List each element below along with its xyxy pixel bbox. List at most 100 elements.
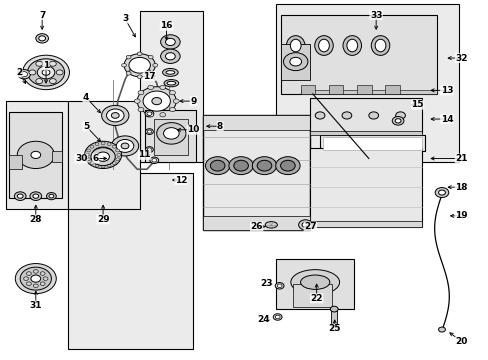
- Circle shape: [395, 112, 405, 119]
- Circle shape: [111, 136, 139, 156]
- Text: 2: 2: [16, 68, 22, 77]
- Bar: [52, 151, 61, 162]
- Text: 22: 22: [310, 294, 322, 303]
- Circle shape: [102, 105, 129, 126]
- Bar: [203, 216, 310, 230]
- Ellipse shape: [286, 36, 305, 55]
- Circle shape: [18, 69, 30, 79]
- Circle shape: [147, 148, 151, 151]
- Ellipse shape: [264, 222, 277, 228]
- Bar: [300, 85, 315, 94]
- Bar: [356, 85, 371, 94]
- Ellipse shape: [290, 39, 301, 52]
- Circle shape: [116, 139, 134, 152]
- Circle shape: [86, 158, 90, 161]
- Circle shape: [163, 128, 179, 139]
- Bar: [310, 98, 422, 134]
- Bar: [385, 85, 399, 94]
- Bar: [9, 155, 21, 169]
- Circle shape: [368, 112, 378, 119]
- Circle shape: [150, 157, 158, 163]
- Circle shape: [147, 130, 151, 133]
- Circle shape: [148, 72, 153, 75]
- Circle shape: [438, 190, 445, 195]
- Circle shape: [124, 54, 155, 77]
- Ellipse shape: [374, 39, 385, 52]
- Circle shape: [49, 194, 54, 198]
- Circle shape: [17, 194, 23, 198]
- Circle shape: [252, 157, 276, 175]
- Circle shape: [145, 111, 154, 117]
- Circle shape: [341, 112, 351, 119]
- Ellipse shape: [370, 36, 389, 55]
- Bar: [293, 284, 331, 307]
- Circle shape: [298, 220, 312, 230]
- Circle shape: [46, 193, 56, 200]
- Circle shape: [106, 109, 124, 122]
- Circle shape: [302, 222, 308, 227]
- Bar: [281, 44, 310, 80]
- Circle shape: [233, 160, 248, 171]
- Circle shape: [20, 72, 27, 77]
- Circle shape: [49, 78, 56, 84]
- Bar: [330, 310, 336, 329]
- Circle shape: [152, 158, 156, 162]
- Ellipse shape: [314, 36, 332, 55]
- Circle shape: [126, 55, 131, 59]
- Circle shape: [91, 148, 115, 166]
- Circle shape: [160, 113, 165, 117]
- Bar: [276, 259, 353, 309]
- Circle shape: [107, 143, 111, 146]
- Circle shape: [30, 192, 41, 201]
- Circle shape: [289, 57, 301, 66]
- Text: 19: 19: [454, 211, 467, 220]
- Circle shape: [23, 277, 28, 280]
- Bar: [328, 85, 343, 94]
- Ellipse shape: [346, 39, 357, 52]
- Ellipse shape: [163, 80, 178, 87]
- Bar: [310, 131, 422, 135]
- Text: 30: 30: [75, 154, 87, 163]
- Circle shape: [15, 264, 56, 294]
- Circle shape: [137, 52, 142, 55]
- Circle shape: [160, 35, 180, 49]
- Circle shape: [36, 34, 48, 43]
- Circle shape: [138, 90, 143, 95]
- Circle shape: [107, 164, 111, 167]
- Circle shape: [275, 283, 284, 289]
- Circle shape: [29, 70, 36, 75]
- Circle shape: [40, 272, 45, 275]
- Circle shape: [152, 98, 161, 105]
- Text: 32: 32: [454, 54, 467, 63]
- Ellipse shape: [342, 36, 361, 55]
- Circle shape: [90, 162, 94, 165]
- Circle shape: [36, 78, 42, 84]
- Ellipse shape: [318, 39, 329, 52]
- Circle shape: [228, 157, 253, 175]
- Bar: [68, 173, 193, 348]
- Bar: [276, 4, 458, 162]
- Circle shape: [92, 147, 114, 163]
- Circle shape: [153, 63, 158, 67]
- Circle shape: [160, 85, 165, 90]
- Circle shape: [27, 59, 64, 86]
- Circle shape: [434, 188, 448, 198]
- Text: 26: 26: [250, 222, 263, 231]
- Text: 31: 31: [29, 301, 42, 310]
- Circle shape: [26, 272, 31, 275]
- Bar: [203, 116, 310, 230]
- Circle shape: [31, 275, 41, 282]
- Text: 5: 5: [83, 122, 89, 131]
- Text: 9: 9: [190, 96, 196, 105]
- Circle shape: [275, 157, 300, 175]
- Bar: [154, 119, 188, 155]
- Circle shape: [116, 158, 120, 161]
- Circle shape: [36, 61, 42, 66]
- Bar: [320, 135, 424, 151]
- Circle shape: [43, 277, 48, 280]
- Circle shape: [96, 149, 110, 160]
- Circle shape: [173, 99, 179, 103]
- Circle shape: [85, 153, 89, 156]
- Circle shape: [86, 149, 90, 152]
- Circle shape: [330, 306, 337, 312]
